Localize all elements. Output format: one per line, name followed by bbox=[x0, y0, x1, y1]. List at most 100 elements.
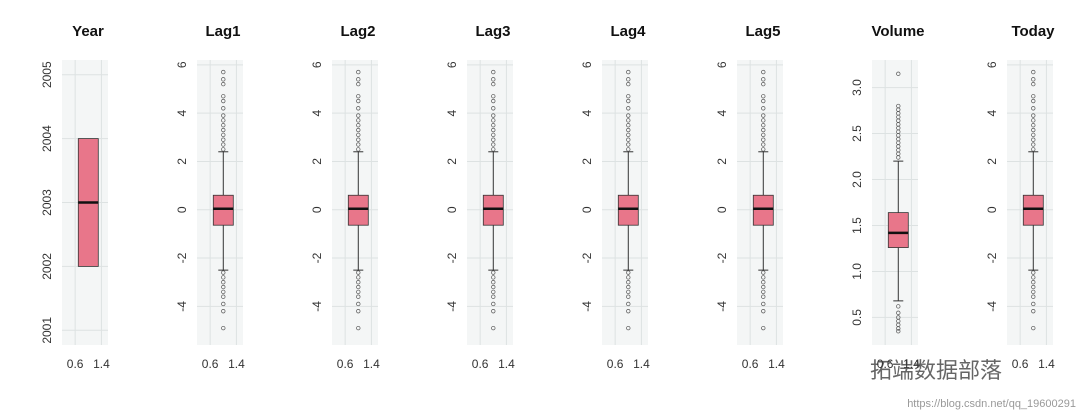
panel-background bbox=[872, 60, 918, 345]
y-tick-label: -2 bbox=[175, 252, 189, 263]
outlier bbox=[896, 326, 901, 331]
x-tick-label: 0.6 bbox=[877, 357, 894, 371]
outlier bbox=[626, 284, 631, 290]
outlier bbox=[761, 77, 766, 82]
outlier bbox=[626, 280, 631, 285]
outlier bbox=[626, 294, 631, 299]
y-tick-label: 3.0 bbox=[850, 79, 864, 96]
outlier bbox=[626, 77, 631, 82]
box bbox=[482, 194, 504, 226]
outlier bbox=[356, 106, 361, 111]
outlier bbox=[356, 301, 361, 307]
outlier bbox=[221, 132, 226, 138]
outlier bbox=[356, 98, 361, 104]
x-tick-label: 0.6 bbox=[607, 357, 624, 371]
outlier bbox=[626, 98, 631, 104]
outlier bbox=[221, 275, 226, 280]
outlier bbox=[221, 294, 226, 299]
outlier bbox=[1031, 284, 1036, 290]
outlier bbox=[356, 309, 361, 314]
outlier bbox=[491, 118, 496, 123]
outlier bbox=[626, 127, 631, 133]
outlier bbox=[356, 280, 361, 285]
outlier bbox=[761, 132, 766, 138]
outlier bbox=[1031, 127, 1036, 133]
y-tick-label: 0 bbox=[985, 206, 999, 213]
outlier bbox=[1031, 280, 1036, 285]
outlier bbox=[626, 137, 631, 142]
outlier bbox=[491, 294, 496, 299]
y-tick-label: -2 bbox=[985, 252, 999, 263]
outlier bbox=[221, 98, 226, 104]
outlier bbox=[356, 270, 361, 275]
panel-title: Volume bbox=[871, 23, 924, 40]
x-tick-label: 0.6 bbox=[202, 357, 219, 371]
outlier bbox=[221, 301, 226, 307]
outlier bbox=[1031, 113, 1036, 118]
outlier bbox=[491, 94, 496, 99]
outlier bbox=[491, 147, 496, 152]
outlier bbox=[356, 294, 361, 299]
outlier bbox=[761, 123, 766, 128]
outlier bbox=[356, 275, 361, 280]
outlier bbox=[491, 132, 496, 138]
outlier bbox=[761, 106, 766, 111]
outlier bbox=[491, 123, 496, 128]
y-tick-label: 0 bbox=[445, 206, 459, 213]
y-tick-label: 0 bbox=[580, 206, 594, 213]
outlier bbox=[491, 309, 496, 314]
outlier bbox=[221, 127, 226, 133]
y-tick-label: 4 bbox=[445, 109, 459, 116]
outlier bbox=[1031, 123, 1036, 128]
outlier bbox=[1031, 275, 1036, 280]
y-tick-label: 1.0 bbox=[850, 263, 864, 280]
outlier bbox=[1031, 325, 1036, 331]
outlier bbox=[221, 142, 226, 147]
outlier bbox=[221, 147, 226, 152]
box bbox=[1022, 194, 1044, 226]
x-tick-label: 0.6 bbox=[337, 357, 354, 371]
y-tick-label: 6 bbox=[715, 61, 729, 68]
outlier bbox=[761, 301, 766, 307]
outlier bbox=[491, 106, 496, 111]
x-tick-label: 1.4 bbox=[93, 357, 110, 371]
outlier bbox=[356, 113, 361, 118]
outlier bbox=[626, 106, 631, 111]
outlier bbox=[761, 147, 766, 152]
y-tick-label: 2005 bbox=[40, 61, 54, 88]
outlier bbox=[356, 132, 361, 138]
outlier bbox=[761, 289, 766, 295]
outlier bbox=[1031, 77, 1036, 82]
outlier bbox=[896, 304, 901, 309]
outlier bbox=[491, 137, 496, 142]
outlier bbox=[221, 94, 226, 99]
x-tick-label: 1.4 bbox=[228, 357, 245, 371]
outlier bbox=[1031, 289, 1036, 295]
y-tick-label: 2 bbox=[310, 158, 324, 165]
outlier bbox=[491, 98, 496, 104]
outlier bbox=[356, 142, 361, 147]
x-tick-label: 1.4 bbox=[903, 357, 920, 371]
x-tick-label: 1.4 bbox=[768, 357, 785, 371]
y-tick-label: 2.0 bbox=[850, 171, 864, 188]
y-tick-label: -4 bbox=[985, 301, 999, 312]
outlier bbox=[1031, 132, 1036, 138]
watermark-url: https://blog.csdn.net/qq_19600291 bbox=[907, 398, 1076, 410]
y-tick-label: -2 bbox=[580, 252, 594, 263]
y-tick-label: 6 bbox=[175, 61, 189, 68]
y-tick-label: -4 bbox=[445, 301, 459, 312]
y-tick-label: 6 bbox=[445, 61, 459, 68]
outlier bbox=[491, 127, 496, 133]
outlier bbox=[356, 289, 361, 295]
outlier bbox=[626, 270, 631, 275]
outlier bbox=[356, 82, 361, 87]
outlier bbox=[221, 123, 226, 128]
outlier bbox=[356, 127, 361, 133]
outlier bbox=[1031, 118, 1036, 123]
panel-title: Lag2 bbox=[340, 23, 375, 40]
outlier bbox=[1031, 94, 1036, 99]
x-tick-label: 1.4 bbox=[498, 357, 515, 371]
outlier bbox=[491, 280, 496, 285]
panel-title: Lag4 bbox=[610, 23, 646, 40]
outlier bbox=[221, 82, 226, 87]
